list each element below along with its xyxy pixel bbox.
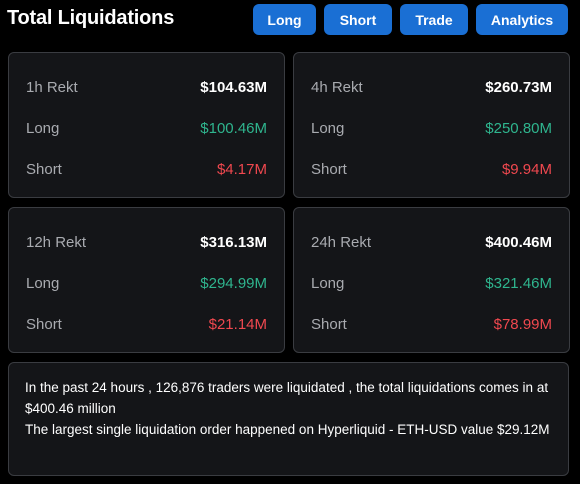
long-row: Long $250.80M [311,117,552,139]
long-button[interactable]: Long [253,4,316,35]
summary-line-largest-order: The largest single liquidation order hap… [25,422,550,437]
total-row: 24h Rekt $400.46M [311,231,552,253]
page-title: Total Liquidations [7,7,175,29]
short-value: $4.17M [216,160,267,178]
long-value: $250.80M [485,119,552,137]
short-row: Short $4.17M [26,158,267,180]
total-row: 1h Rekt $104.63M [26,76,267,98]
long-row: Long $321.46M [311,272,552,294]
card-1h-rekt: 1h Rekt $104.63M Long $100.46M Short $4.… [8,52,285,198]
analytics-button[interactable]: Analytics [476,4,568,35]
total-value: $260.73M [485,78,552,96]
total-row: 4h Rekt $260.73M [311,76,552,98]
period-label: 24h Rekt [311,233,372,251]
short-row: Short $9.94M [311,158,552,180]
long-value: $321.46M [485,274,552,292]
long-value: $294.99M [200,274,267,292]
trade-button[interactable]: Trade [400,4,468,35]
total-value: $400.46M [485,233,552,251]
header: Total Liquidations Long Short Trade Anal… [0,0,580,44]
long-value: $100.46M [200,119,267,137]
short-label: Short [311,160,347,178]
short-row: Short $78.99M [311,313,552,335]
period-label: 1h Rekt [26,78,78,96]
total-row: 12h Rekt $316.13M [26,231,267,253]
short-row: Short $21.14M [26,313,267,335]
long-label: Long [311,119,345,137]
total-value: $104.63M [200,78,267,96]
summary-line-traders: In the past 24 hours , 126,876 traders w… [25,380,549,416]
card-4h-rekt: 4h Rekt $260.73M Long $250.80M Short $9.… [293,52,570,198]
long-label: Long [311,274,345,292]
summary-panel: In the past 24 hours , 126,876 traders w… [8,362,569,476]
short-label: Short [26,315,62,333]
card-24h-rekt: 24h Rekt $400.46M Long $321.46M Short $7… [293,207,570,353]
long-row: Long $100.46M [26,117,267,139]
short-value: $78.99M [493,315,552,333]
long-row: Long $294.99M [26,272,267,294]
short-label: Short [311,315,347,333]
period-label: 4h Rekt [311,78,363,96]
short-label: Short [26,160,62,178]
long-label: Long [26,274,60,292]
short-button[interactable]: Short [324,4,392,35]
period-label: 12h Rekt [26,233,87,251]
short-value: $9.94M [501,160,552,178]
total-value: $316.13M [200,233,267,251]
short-value: $21.14M [208,315,267,333]
card-12h-rekt: 12h Rekt $316.13M Long $294.99M Short $2… [8,207,285,353]
long-label: Long [26,119,60,137]
